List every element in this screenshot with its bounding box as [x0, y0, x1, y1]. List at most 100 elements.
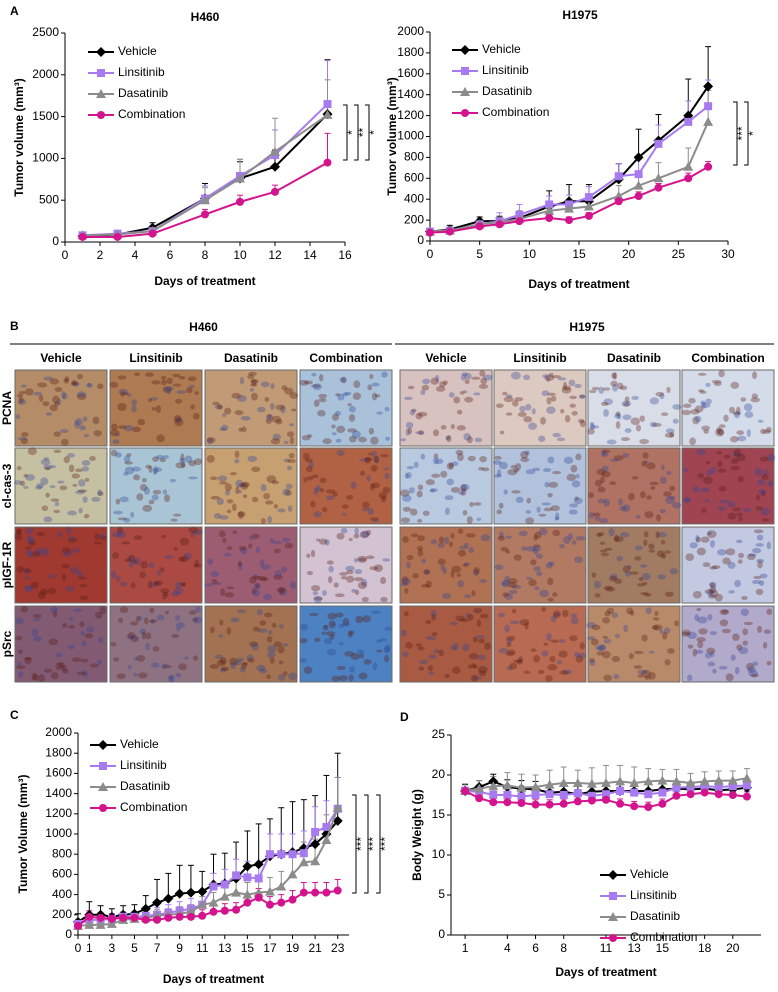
tissue-cell [525, 517, 535, 525]
tissue-cell [76, 373, 84, 380]
tissue-cell [518, 530, 528, 537]
tissue-cell [614, 534, 619, 543]
tissue-cell [180, 453, 185, 462]
tissue-cell [442, 592, 452, 600]
tissue-cell [412, 573, 419, 579]
tissue-cell [194, 458, 203, 466]
tissue-cell [506, 642, 512, 648]
tissue-cell [531, 408, 536, 415]
tissue-cell [117, 530, 126, 538]
legend-marker [461, 67, 469, 75]
tissue-cell [364, 456, 371, 464]
tissue-cell [219, 667, 227, 673]
marker [461, 787, 470, 795]
tissue-cell [289, 581, 297, 589]
tissue-cell [655, 391, 665, 397]
tissue-cell [523, 374, 531, 381]
ihc-image [299, 605, 393, 683]
tissue-cell [473, 664, 478, 669]
tissue-cell [130, 511, 135, 518]
tissue-cell [238, 489, 243, 494]
tissue-cell [595, 479, 602, 487]
tissue-cell [175, 581, 183, 589]
tissue-cell [81, 466, 90, 472]
tissue-cell [725, 548, 736, 556]
tissue-cell [329, 634, 335, 640]
tissue-cell [704, 499, 710, 503]
tissue-cell [16, 566, 25, 573]
marker [220, 906, 229, 915]
error-bar [334, 776, 341, 808]
tissue-cell [417, 411, 428, 417]
marker [153, 915, 162, 924]
tissue-cell [700, 536, 710, 543]
tissue-cell [506, 638, 513, 645]
tissue-cell [538, 527, 548, 536]
y-tick-label: 5 [438, 887, 445, 901]
marker [559, 799, 568, 808]
legend-marker [96, 47, 106, 57]
tissue-cell [628, 492, 635, 501]
tissue-cell [16, 529, 22, 534]
tissue-cell [132, 474, 141, 481]
tissue-cell [311, 384, 321, 388]
y-tick-label: 15 [432, 807, 446, 821]
tissue-cell [188, 476, 198, 480]
tissue-cell [23, 473, 28, 478]
tissue-cell [407, 427, 413, 435]
tissue-cell [703, 429, 709, 434]
tissue-cell [535, 553, 543, 559]
tissue-cell [349, 630, 355, 636]
marker [78, 232, 87, 241]
tissue-cell [256, 609, 263, 616]
tissue-cell [609, 573, 618, 580]
tissue-cell [15, 636, 23, 641]
tissue-cell [510, 464, 517, 469]
y-tick-label: 800 [404, 150, 424, 164]
tissue-cell [417, 549, 424, 557]
tissue-cell [338, 675, 348, 682]
tissue-cell [113, 657, 120, 662]
tissue-cell [229, 661, 237, 669]
tissue-cell [718, 665, 728, 670]
tissue-cell [369, 483, 375, 491]
tissue-cell [249, 641, 258, 647]
tissue-cell [328, 565, 334, 573]
tissue-cell [464, 562, 471, 566]
tissue-cell [206, 437, 214, 445]
tissue-cell [624, 571, 632, 577]
tissue-cell [334, 593, 345, 598]
tissue-cell [384, 472, 390, 480]
tissue-cell [589, 422, 595, 426]
tissue-cell [288, 452, 295, 459]
tissue-cell [283, 440, 289, 445]
tissue-cell [16, 465, 22, 471]
tissue-cell [219, 481, 228, 485]
tissue-cell [364, 456, 373, 462]
tissue-cell [571, 540, 577, 545]
ihc-image [204, 526, 298, 604]
tissue-cell [219, 427, 227, 431]
tissue-cell [277, 674, 286, 681]
tissue-cell [152, 489, 162, 495]
tissue-cell [378, 492, 388, 499]
tissue-cell [16, 393, 24, 398]
tissue-cell [410, 533, 419, 538]
tissue-cell [728, 590, 735, 594]
tissue-cell [502, 391, 508, 396]
tissue-cell [663, 491, 672, 497]
tissue-cell [744, 411, 754, 418]
ihc-image [299, 447, 393, 525]
marker [322, 109, 333, 119]
marker [130, 913, 139, 922]
tissue-cell [732, 633, 740, 641]
tissue-cell [428, 654, 437, 659]
marker [242, 889, 253, 899]
tissue-cell [79, 425, 87, 431]
tissue-cell [162, 489, 168, 495]
tissue-cell [482, 374, 493, 381]
tissue-cell [575, 536, 586, 541]
tissue-cell [476, 635, 485, 639]
tissue-cell [70, 381, 79, 386]
tissue-cell [18, 398, 27, 405]
